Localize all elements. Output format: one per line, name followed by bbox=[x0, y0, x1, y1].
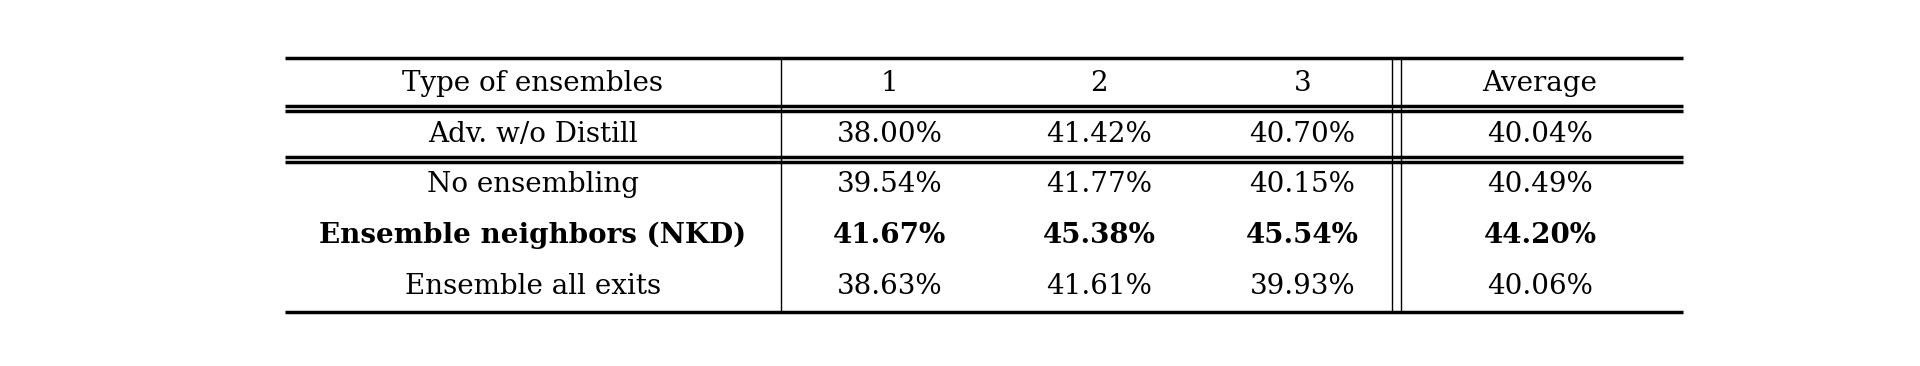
Text: 39.93%: 39.93% bbox=[1250, 273, 1356, 300]
Text: No ensembling: No ensembling bbox=[426, 171, 639, 198]
Text: 41.42%: 41.42% bbox=[1046, 121, 1152, 147]
Text: Ensemble all exits: Ensemble all exits bbox=[405, 273, 660, 300]
Text: 45.54%: 45.54% bbox=[1246, 222, 1359, 249]
Text: 40.04%: 40.04% bbox=[1488, 121, 1594, 147]
Text: Type of ensembles: Type of ensembles bbox=[403, 70, 664, 97]
Text: 41.77%: 41.77% bbox=[1046, 171, 1152, 198]
Text: 40.06%: 40.06% bbox=[1488, 273, 1594, 300]
Text: 44.20%: 44.20% bbox=[1484, 222, 1597, 249]
Text: Ensemble neighbors (NKD): Ensemble neighbors (NKD) bbox=[319, 222, 747, 249]
Text: 3: 3 bbox=[1294, 70, 1311, 97]
Text: 1: 1 bbox=[881, 70, 899, 97]
Text: 38.00%: 38.00% bbox=[837, 121, 943, 147]
Text: 40.70%: 40.70% bbox=[1250, 121, 1356, 147]
Text: 41.61%: 41.61% bbox=[1046, 273, 1152, 300]
Text: 40.49%: 40.49% bbox=[1488, 171, 1594, 198]
Text: 38.63%: 38.63% bbox=[837, 273, 943, 300]
Text: 39.54%: 39.54% bbox=[837, 171, 943, 198]
Text: 2: 2 bbox=[1091, 70, 1108, 97]
Text: 45.38%: 45.38% bbox=[1043, 222, 1156, 249]
Text: Average: Average bbox=[1482, 70, 1597, 97]
Text: Adv. w/o Distill: Adv. w/o Distill bbox=[428, 121, 637, 147]
Text: 41.67%: 41.67% bbox=[833, 222, 947, 249]
Text: 40.15%: 40.15% bbox=[1250, 171, 1356, 198]
